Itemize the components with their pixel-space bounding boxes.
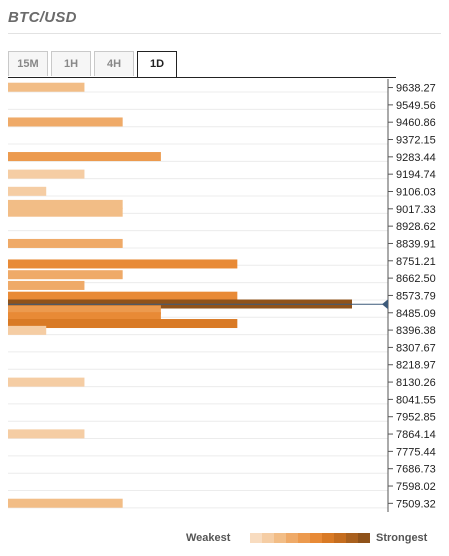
tab-15m[interactable]: 15M: [8, 51, 48, 76]
legend-weakest-label: Weakest: [186, 532, 231, 544]
confluence-bar: [8, 280, 85, 290]
price-label: 8573.79: [396, 290, 436, 302]
confluence-bar: [8, 199, 123, 209]
legend-swatch: [334, 533, 346, 543]
confluence-bar: [8, 152, 161, 162]
tab-1d[interactable]: 1D: [137, 51, 177, 78]
price-label: 9017.33: [396, 204, 436, 216]
confluence-bar: [8, 498, 123, 508]
confluence-bar: [8, 312, 161, 322]
price-label: 9106.03: [396, 186, 436, 198]
price-label: 7775.44: [396, 446, 436, 458]
price-label: 8130.26: [396, 377, 436, 389]
confluence-bar: [8, 238, 123, 248]
confluence-bar: [8, 429, 85, 439]
confluence-bar: [8, 169, 85, 179]
price-label: 8751.21: [396, 256, 436, 268]
confluence-bar: [8, 377, 85, 387]
price-label: 8662.50: [396, 273, 436, 285]
confluence-bar: [8, 186, 47, 196]
price-label: 8928.62: [396, 221, 436, 233]
strength-legend: Weakest Strongest: [0, 528, 449, 548]
legend-swatch: [286, 533, 298, 543]
current-price-marker: [382, 299, 388, 310]
price-label: 9194.74: [396, 169, 436, 181]
price-label: 9372.15: [396, 135, 436, 147]
confluence-bar: [8, 270, 123, 280]
confluence-bar: [8, 82, 85, 92]
timeframe-tabs: 15M 1H 4H 1D: [8, 51, 177, 78]
chart-title: BTC/USD: [8, 9, 77, 26]
confluence-bar: [8, 291, 238, 301]
tab-divider: [8, 77, 396, 78]
confluence-bar: [8, 259, 238, 269]
confluence-bar: [8, 117, 123, 127]
price-label: 7509.32: [396, 498, 436, 510]
price-label: 9283.44: [396, 152, 436, 164]
price-label: 8839.91: [396, 238, 436, 250]
price-label: 7686.73: [396, 464, 436, 476]
legend-swatch: [310, 533, 322, 543]
confluence-bar: [8, 325, 47, 335]
legend-strongest-label: Strongest: [376, 532, 428, 544]
legend-swatch: [346, 533, 358, 543]
price-label: 8485.09: [396, 308, 436, 320]
price-label: 7598.02: [396, 481, 436, 493]
legend-swatch: [298, 533, 310, 543]
price-label: 8218.97: [396, 360, 436, 372]
tab-1h[interactable]: 1H: [51, 51, 91, 76]
price-label: 8041.55: [396, 394, 436, 406]
price-label: 8307.67: [396, 342, 436, 354]
price-label: 7952.85: [396, 412, 436, 424]
confluence-bar: [8, 319, 238, 329]
legend-swatch: [274, 533, 286, 543]
confluence-bar: [8, 305, 161, 315]
price-label: 8396.38: [396, 325, 436, 337]
confluence-bar: [8, 207, 123, 217]
legend-swatch: [358, 533, 370, 543]
price-label: 9460.86: [396, 117, 436, 129]
legend-color-scale: [250, 533, 370, 543]
legend-swatch: [262, 533, 274, 543]
price-label: 7864.14: [396, 429, 436, 441]
tab-4h[interactable]: 4H: [94, 51, 134, 76]
price-label: 9549.56: [396, 100, 436, 112]
legend-swatch: [322, 533, 334, 543]
legend-swatch: [250, 533, 262, 543]
price-label: 9638.27: [396, 83, 436, 95]
title-divider: [8, 33, 441, 34]
